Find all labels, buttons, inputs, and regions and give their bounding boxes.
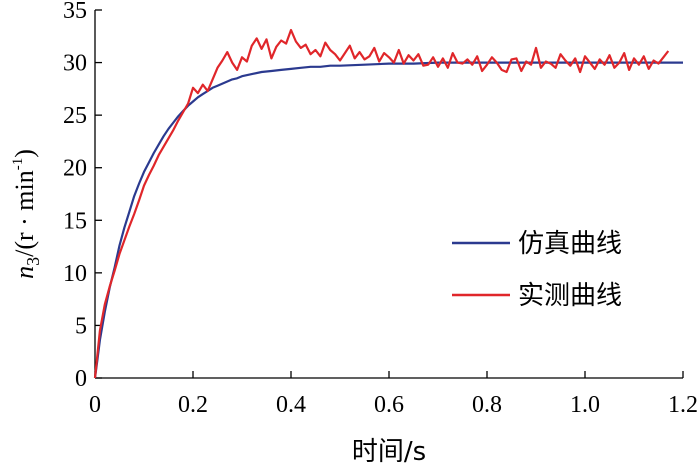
x-tick-label: 0.4 [276, 392, 306, 418]
ticks: 0 5 10 15 20 25 30 35 0 0.2 0.4 0.6 0.8 1.0 1.2 [63, 0, 698, 418]
legend-label-simulation: 仿真曲线 [518, 229, 622, 259]
y-tick-label: 0 [75, 366, 87, 392]
x-tick-label: 0.6 [374, 392, 404, 418]
x-tick-label: 1.0 [570, 392, 600, 418]
y-tick-label: 35 [63, 0, 87, 24]
y-axis-title-subscript: 3 [23, 257, 43, 266]
y-tick-label: 15 [63, 208, 87, 234]
series-line-measured [93, 28, 670, 379]
y-axis-title-superscript: -1 [10, 158, 26, 171]
x-tick-label: 0.2 [178, 392, 208, 418]
y-axis-title-close: ) [10, 149, 39, 158]
x-axis-title: 时间/s [352, 437, 426, 467]
y-tick-label: 20 [63, 156, 87, 182]
y-tick-label: 10 [63, 261, 87, 287]
y-axis-title: n3/(r · min-1) [10, 149, 43, 279]
y-axis-title-units: /(r · min [10, 170, 39, 257]
legend: 仿真曲线 实测曲线 [452, 229, 622, 311]
y-tick-label: 30 [63, 51, 87, 77]
x-tick-label: 1.2 [668, 392, 698, 418]
y-tick-label: 5 [75, 313, 87, 339]
legend-label-measured: 实测曲线 [518, 281, 622, 311]
x-tick-label: 0.8 [472, 392, 502, 418]
axes [94, 10, 683, 379]
series-lines [93, 28, 683, 379]
y-axis-title-variable: n [10, 266, 39, 279]
y-tick-label: 25 [63, 103, 87, 129]
x-tick-label: 0 [89, 392, 101, 418]
